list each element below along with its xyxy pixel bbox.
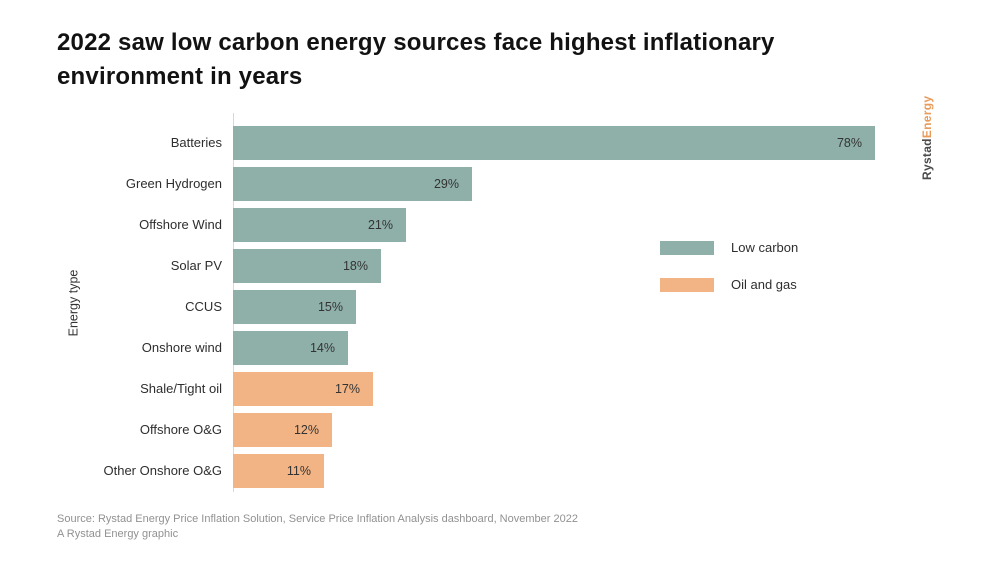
- legend-label: Oil and gas: [731, 277, 797, 292]
- value-label: 11%: [286, 463, 311, 478]
- bar-chart: Batteries 78% Green Hydrogen 29% Offshore Wi…: [0, 122, 920, 491]
- bar-low_carbon: 14%: [233, 330, 348, 365]
- category-label: Solar PV: [170, 258, 222, 273]
- category-label: Offshore O&G: [139, 422, 222, 437]
- category-label: Offshore Wind: [139, 217, 222, 232]
- bar-track: 29%: [233, 166, 920, 201]
- category-label: Batteries: [170, 135, 222, 150]
- source-line-1: Source: Rystad Energy Price Inflation So…: [57, 513, 578, 525]
- bar-track: 78%: [233, 125, 920, 160]
- bar-track: 17%: [233, 371, 920, 406]
- legend-item-low-carbon: Low carbon: [660, 240, 798, 255]
- value-label: 18%: [342, 258, 368, 273]
- category-label: Shale/Tight oil: [140, 381, 222, 396]
- source-line-2: A Rystad Energy graphic: [57, 528, 179, 540]
- value-label: 29%: [433, 176, 459, 191]
- category-label: Green Hydrogen: [125, 176, 222, 191]
- bar-row: Batteries 78%: [0, 122, 920, 163]
- value-label: 14%: [309, 340, 335, 355]
- category-label: CCUS: [185, 299, 222, 314]
- value-label: 21%: [367, 217, 393, 232]
- bar-oil_gas: 12%: [233, 412, 332, 447]
- bar-track: 11%: [233, 453, 920, 488]
- rystad-energy-logo: RystadEnergy: [920, 55, 934, 180]
- bar-row: CCUS 15%: [0, 286, 920, 327]
- value-label: 15%: [317, 299, 343, 314]
- category-label: Onshore wind: [141, 340, 222, 355]
- bar-low_carbon: 15%: [233, 289, 356, 324]
- source-note: Source: Rystad Energy Price Inflation So…: [57, 512, 578, 542]
- bar-oil_gas: 17%: [233, 371, 373, 406]
- logo-text-energy: Energy: [920, 95, 934, 139]
- bar-track: 18%: [233, 248, 920, 283]
- legend-label: Low carbon: [731, 240, 799, 255]
- bar-track: 15%: [233, 289, 920, 324]
- value-label: 12%: [293, 422, 319, 437]
- legend-swatch-low-carbon: [660, 240, 714, 255]
- bar-row: Offshore Wind 21%: [0, 204, 920, 245]
- legend-swatch-oil-and-gas: [660, 277, 714, 292]
- bar-row: Solar PV 18%: [0, 245, 920, 286]
- bar-low_carbon: 29%: [233, 166, 472, 201]
- category-label: Other Onshore O&G: [103, 463, 223, 478]
- bar-row: Shale/Tight oil 17%: [0, 368, 920, 409]
- bar-oil_gas: 11%: [233, 453, 324, 488]
- bar-track: 12%: [233, 412, 920, 447]
- chart-title: 2022 saw low carbon energy sources face …: [57, 29, 775, 90]
- chart-legend: Low carbon Oil and gas: [660, 240, 798, 314]
- bar-low_carbon: 78%: [233, 125, 875, 160]
- bar-low_carbon: 18%: [233, 248, 381, 283]
- value-label: 17%: [334, 381, 360, 396]
- bar-track: 21%: [233, 207, 920, 242]
- bar-row: Onshore wind 14%: [0, 327, 920, 368]
- value-label: 78%: [836, 135, 862, 150]
- bar-track: 14%: [233, 330, 920, 365]
- bar-low_carbon: 21%: [233, 207, 406, 242]
- bar-row: Green Hydrogen 29%: [0, 163, 920, 204]
- bar-row: Other Onshore O&G 11%: [0, 450, 920, 491]
- bar-row: Offshore O&G 12%: [0, 409, 920, 450]
- logo-text-rystad: Rystad: [920, 138, 934, 180]
- legend-item-oil-and-gas: Oil and gas: [660, 277, 798, 292]
